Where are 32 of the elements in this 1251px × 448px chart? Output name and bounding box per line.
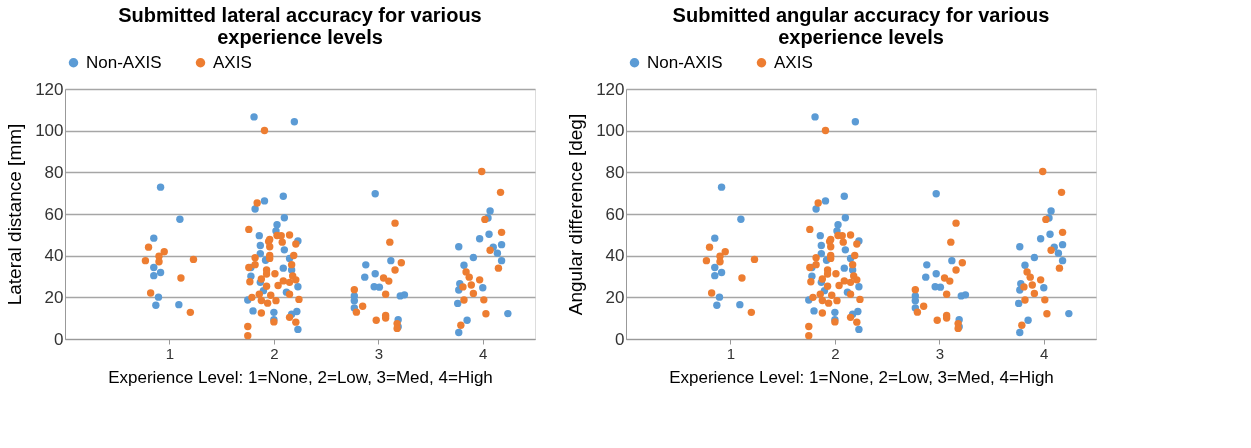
x-tick-label: 3 [935, 344, 945, 362]
x-tick-label: 1 [726, 344, 736, 362]
y-tick-label: 80 [605, 162, 625, 182]
legend-label: AXIS [213, 52, 252, 72]
y-tick-label: 80 [44, 162, 64, 182]
chart-title: Submitted angular accuracy for various experience levels [672, 4, 1050, 48]
x-tick-label: 4 [479, 344, 488, 362]
x-axis-title: Experience Level: 1=None, 2=Low, 3=Med, 4=High [669, 367, 1054, 387]
chart-title: Submitted lateral accuracy for various experience levels [118, 4, 482, 48]
legend-label: Non-AXIS [86, 52, 162, 72]
y-tick-label: 0 [54, 329, 64, 349]
y-axis-title: Lateral distance [mm] [4, 123, 26, 306]
x-tick-label: 2 [831, 344, 840, 362]
y-tick-label: 60 [44, 204, 64, 224]
y-tick-label: 100 [35, 121, 64, 141]
x-axis-title: Experience Level: 1=None, 2=Low, 3=Med, 4=High [108, 367, 493, 387]
x-tick-label: 4 [1040, 344, 1049, 362]
x-tick-label: 2 [270, 344, 279, 362]
legend-label: AXIS [774, 52, 813, 72]
y-tick-label: 120 [596, 79, 625, 99]
x-tick-label: 1 [165, 344, 175, 362]
x-tick-label: 3 [374, 344, 384, 362]
y-tick-label: 60 [605, 204, 625, 224]
y-tick-label: 20 [605, 287, 625, 307]
y-tick-label: 40 [44, 246, 64, 266]
y-tick-label: 40 [605, 246, 625, 266]
y-axis-title: Angular difference [deg] [565, 113, 587, 316]
y-tick-label: 120 [35, 79, 64, 99]
y-tick-label: 0 [615, 329, 625, 349]
legend-label: Non-AXIS [647, 52, 723, 72]
y-tick-label: 20 [44, 287, 64, 307]
y-tick-label: 100 [596, 121, 625, 141]
